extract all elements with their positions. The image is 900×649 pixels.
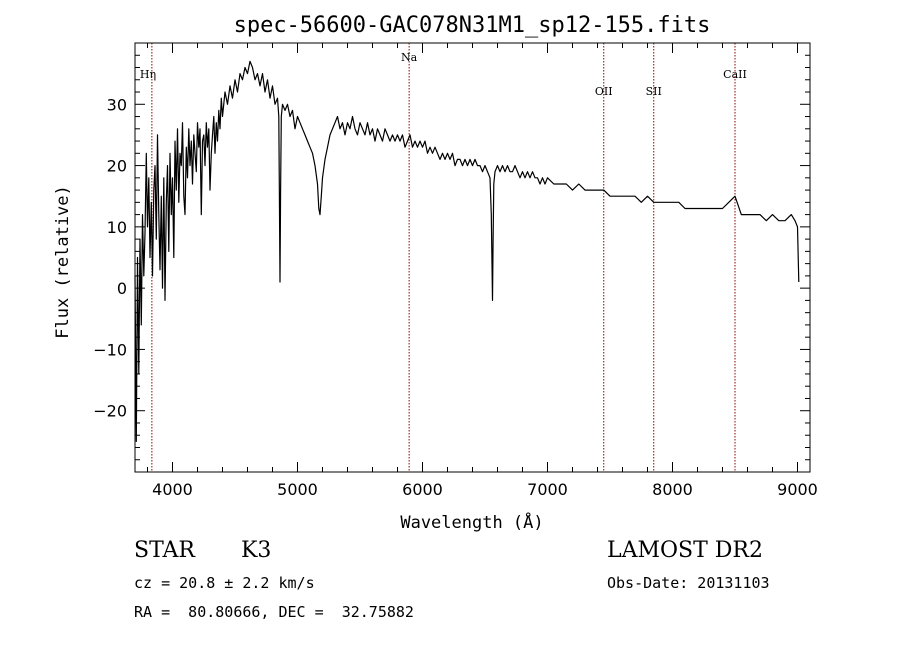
redshift-text: cz = 20.8 ± 2.2 km/s [134, 574, 315, 592]
emission-line-label: Hη [140, 68, 156, 81]
object-class: STAR [134, 538, 195, 563]
y-tick-label: 10 [107, 218, 127, 237]
emission-line-label: SII [646, 85, 662, 98]
x-tick-label: 6000 [402, 480, 443, 499]
emission-line-label: OII [595, 85, 613, 98]
x-tick-label: 9000 [777, 480, 818, 499]
obs-date-text: Obs-Date: 20131103 [607, 574, 770, 592]
x-axis-label: Wavelength (Å) [400, 511, 543, 533]
survey-name: LAMOST DR2 [607, 538, 763, 563]
emission-line-label: CaII [723, 68, 747, 81]
y-tick-label: 30 [107, 95, 127, 114]
x-tick-label: 7000 [527, 480, 568, 499]
y-tick-label: −10 [93, 340, 127, 359]
y-tick-label: 0 [117, 279, 127, 298]
x-tick-label: 8000 [652, 480, 693, 499]
coordinates-text: RA = 80.80666, DEC = 32.75882 [134, 603, 414, 621]
y-axis-label: Flux (relative) [53, 185, 73, 339]
axis-ticks: 4000 5000 6000 7000 8000 9000 −20 −10 0 10 20 30 [93, 43, 818, 499]
emission-line-label: Na [401, 51, 418, 64]
plot-frame [134, 42, 811, 473]
chart-title: spec-56600-GAC078N31M1_sp12-155.fits [234, 13, 711, 38]
spectrum-series-line [134, 60, 800, 442]
object-subclass: K3 [241, 538, 272, 563]
x-tick-label: 5000 [277, 480, 318, 499]
x-tick-label: 4000 [152, 480, 193, 499]
emission-line-markers: Hη Na OII SII CaII [140, 43, 747, 472]
y-tick-label: −20 [93, 402, 127, 421]
y-tick-label: 20 [107, 157, 127, 176]
